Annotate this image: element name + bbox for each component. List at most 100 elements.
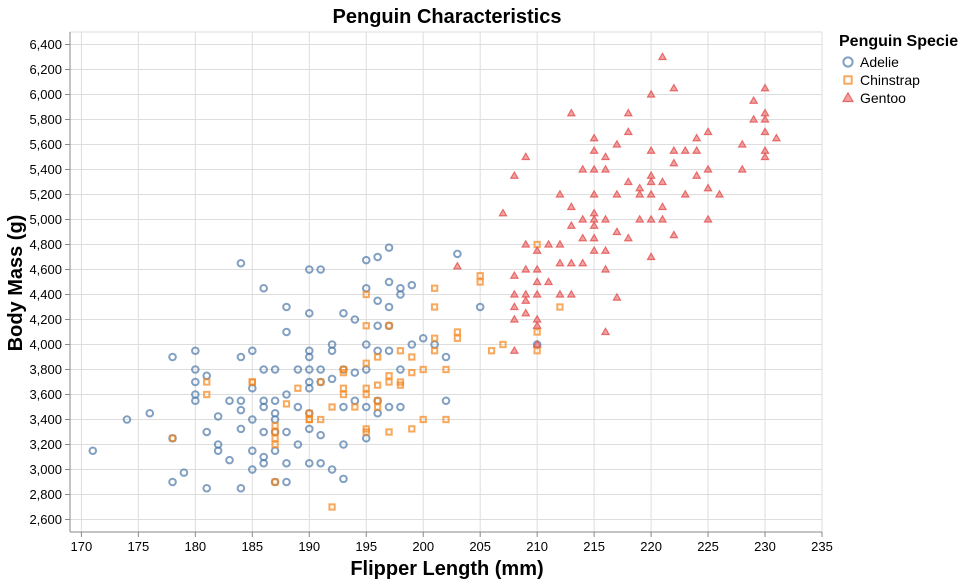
gentoo-point — [509, 270, 519, 279]
adelie-point — [339, 440, 348, 449]
adelie-point — [373, 408, 382, 418]
x-tick-label: 220 — [640, 539, 662, 554]
chinstrap-point — [430, 347, 439, 355]
adelie-point — [293, 440, 303, 449]
gentoo-point — [589, 189, 599, 198]
gentoo-point — [692, 170, 702, 179]
chinstrap-point — [294, 384, 302, 392]
legend-gentoo-symbol — [841, 91, 855, 103]
adelie-point — [327, 465, 337, 474]
adelie-point — [453, 249, 462, 259]
gentoo-point — [452, 261, 462, 270]
data-points — [88, 52, 782, 511]
adelie-point — [236, 483, 246, 493]
chinstrap-point — [271, 422, 279, 430]
adelie-point — [259, 458, 268, 468]
gentoo-point — [532, 277, 542, 286]
gentoo-point — [635, 189, 645, 198]
gentoo-point — [509, 302, 519, 311]
chinstrap-point — [271, 440, 279, 449]
chinstrap-point — [533, 328, 541, 336]
chinstrap-point — [317, 378, 325, 386]
adelie-point — [293, 365, 303, 374]
y-tick-label: 4,200 — [29, 312, 62, 327]
adelie-point — [407, 280, 417, 290]
chinstrap-point — [385, 428, 393, 436]
adelie-point — [259, 427, 268, 437]
gentoo-point — [600, 327, 611, 336]
gentoo-point — [578, 258, 588, 267]
adelie-point — [236, 258, 246, 268]
chinstrap-point — [408, 368, 416, 377]
legend-adelie-symbol — [842, 56, 854, 68]
chinstrap-point — [362, 322, 370, 330]
chinstrap-point — [385, 372, 393, 380]
gentoo-point — [623, 233, 633, 242]
x-tick-label: 235 — [811, 539, 833, 554]
chinstrap-point — [396, 381, 405, 389]
gentoo-point — [669, 145, 679, 154]
gentoo-point — [532, 339, 542, 348]
chinstrap-point — [271, 434, 279, 442]
x-tick-label: 180 — [184, 539, 206, 554]
adelie-point — [259, 365, 268, 374]
grid — [70, 31, 823, 532]
gentoo-point — [646, 252, 656, 261]
gentoo-point — [669, 158, 679, 167]
adelie-point — [373, 346, 382, 356]
gentoo-point — [521, 295, 531, 304]
gentoo-point — [509, 170, 519, 179]
y-tick-label: 2,600 — [29, 512, 62, 527]
adelie-point — [350, 315, 360, 324]
y-tick-label: 5,600 — [29, 137, 62, 152]
gentoo-point — [612, 292, 622, 301]
gentoo-point — [703, 183, 713, 192]
series-gentoo — [452, 52, 782, 354]
gentoo-point — [498, 208, 508, 217]
adelie-point — [407, 340, 417, 349]
adelie-point — [304, 308, 314, 318]
gentoo-point — [703, 214, 713, 223]
gentoo-point — [589, 245, 599, 254]
gentoo-point — [532, 264, 542, 273]
chinstrap-point — [271, 428, 279, 436]
chinstrap-point — [556, 303, 564, 311]
adelie-point — [122, 415, 132, 424]
gentoo-point — [589, 145, 599, 154]
chinstrap-point — [533, 347, 541, 355]
gentoo-point — [623, 108, 633, 117]
adelie-point — [191, 396, 200, 406]
y-axis-title: Body Mass (g) — [5, 215, 27, 352]
adelie-point — [350, 368, 360, 377]
adelie-point — [248, 415, 257, 424]
x-tick-label: 210 — [526, 539, 548, 554]
gentoo-point — [555, 239, 565, 248]
x-tick-label: 170 — [71, 539, 93, 554]
series-adelie — [88, 243, 542, 493]
adelie-point — [316, 265, 325, 274]
chinstrap-point — [328, 503, 336, 511]
adelie-point — [293, 402, 303, 412]
axes: 170 175 180 185 190 195 200 205 210 215 220 225 230 2… — [29, 32, 833, 554]
gentoo-point — [760, 114, 770, 123]
gentoo-point — [600, 214, 611, 223]
chinstrap-point — [317, 415, 325, 424]
chinstrap-point — [168, 434, 177, 442]
chinstrap-point — [373, 381, 382, 389]
adelie-point — [248, 346, 257, 356]
adelie-point — [282, 427, 291, 437]
chinstrap-point — [328, 403, 336, 411]
chinstrap-point — [430, 334, 439, 342]
legend-chinstrap-label: Chinstrap — [860, 72, 920, 88]
chinstrap-point — [373, 353, 382, 361]
y-tick-label: 5,800 — [29, 112, 62, 127]
gentoo-point — [714, 189, 725, 198]
adelie-point — [236, 424, 246, 434]
gentoo-point — [543, 277, 554, 286]
gentoo-point — [646, 89, 656, 98]
y-tick-label: 3,800 — [29, 362, 62, 377]
chinstrap-point — [396, 347, 405, 355]
gentoo-point — [589, 164, 599, 173]
x-axis-title: Flipper Length (mm) — [350, 558, 543, 580]
chinstrap-point — [442, 365, 450, 374]
